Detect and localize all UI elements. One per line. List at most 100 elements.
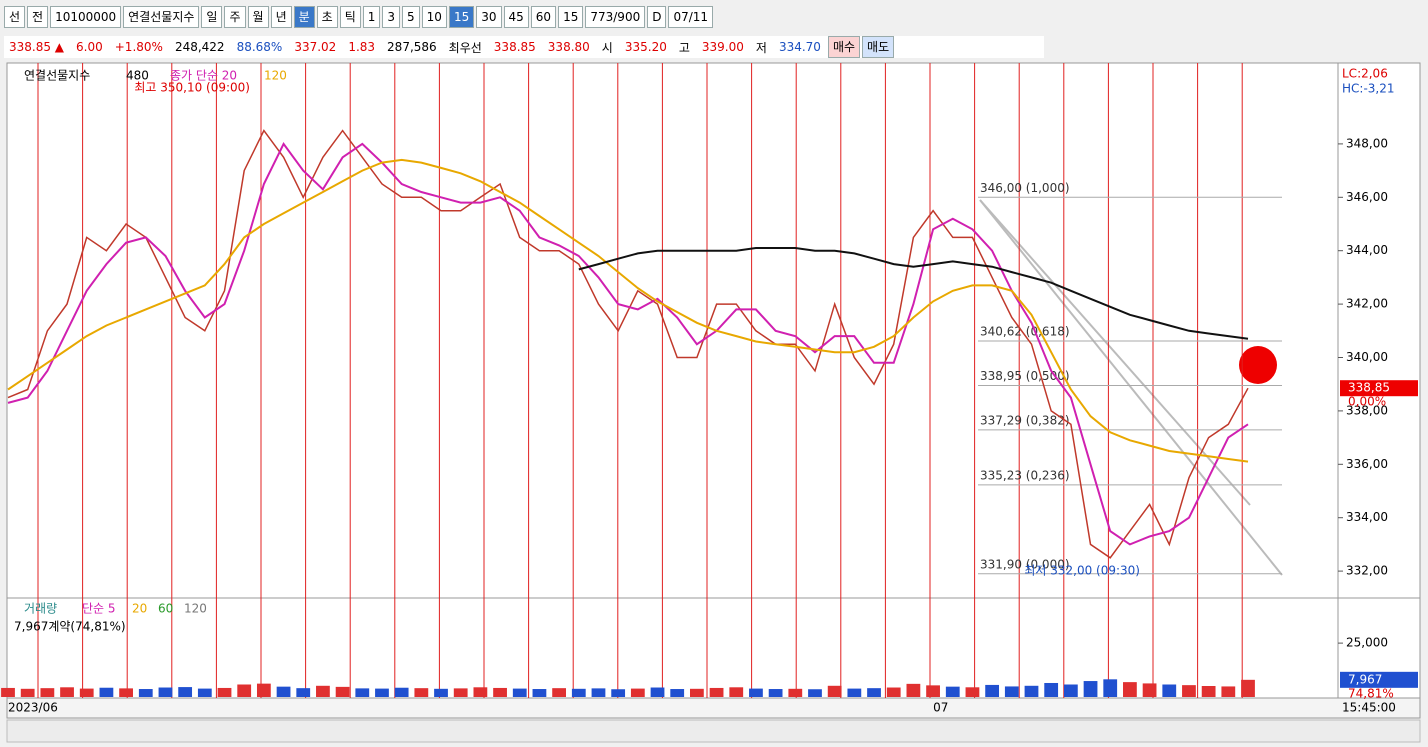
time-label: 15:45:00 [1342, 701, 1396, 715]
quote-field: 334.70 [778, 40, 821, 54]
max-label: 최고 350,10 (09:00) [134, 80, 250, 94]
legend-entry: 종가 단순 20 [170, 69, 237, 83]
quote-field: 88.68% [236, 40, 283, 54]
volume-bar [867, 688, 881, 697]
toolbar-button[interactable]: 15 [558, 6, 584, 28]
y-tick-label: 334,00 [1346, 510, 1388, 524]
volume-bar [729, 687, 744, 697]
corner-label: HC:-3,21 [1342, 82, 1395, 96]
volume-bar [926, 685, 940, 697]
volume-bar [788, 688, 803, 697]
toolbar-button[interactable]: 3 [382, 6, 401, 28]
quote-field: 시 [601, 40, 613, 55]
legend-entry: 120 [184, 602, 207, 616]
volume-bar [1162, 684, 1177, 697]
volume-bar [1063, 684, 1078, 697]
toolbar-button[interactable]: 15 [448, 6, 475, 28]
toolbar-button[interactable]: 연결선물지수 [123, 6, 200, 28]
quote-field: 248,422 [174, 40, 225, 54]
volume-bar [79, 688, 94, 697]
toolbar-button[interactable]: 10100000 [50, 6, 122, 28]
volume-bar [571, 688, 586, 697]
volume-bar [768, 689, 783, 697]
legend-entry: 120 [264, 69, 287, 83]
volume-bar [1182, 685, 1196, 697]
toolbar-button[interactable]: D [647, 6, 667, 28]
y-tick-label: 338,00 [1346, 403, 1388, 417]
toolbar-button[interactable]: 틱 [339, 6, 361, 28]
quote-field: 338.85 [493, 40, 536, 54]
y-tick-label: 340,00 [1346, 350, 1388, 364]
quote-field: +1.80% [114, 40, 163, 54]
toolbar-button[interactable]: 초 [316, 6, 338, 28]
quote-field: 고 [678, 40, 690, 55]
quote-field: 6.00 [76, 40, 103, 54]
legend-entry: 60 [158, 602, 173, 616]
volume-bar [985, 684, 1000, 697]
volume-bar [532, 689, 547, 697]
volume-bar [1201, 686, 1216, 697]
volume-bar [808, 689, 822, 697]
legend-entry: 480 [126, 69, 149, 83]
toolbar-button[interactable]: 30 [476, 6, 502, 28]
volume-bar [1083, 681, 1098, 697]
quote-field: 287,586 [387, 40, 437, 54]
toolbar-button[interactable]: 전 [27, 6, 49, 28]
volume-bar [1142, 683, 1157, 697]
toolbar-button[interactable]: 773/900 [585, 6, 646, 28]
volume-bar [1, 687, 15, 697]
legend-entry: 연결선물지수 [24, 69, 90, 83]
quote-field: 338.85 ▲ [9, 40, 65, 54]
volume-info: 7,967계약(74,81%) [14, 619, 126, 634]
toolbar-button[interactable]: 년 [270, 6, 292, 28]
volume-bar [453, 688, 468, 697]
volume-bar [237, 684, 252, 697]
volume-bar [296, 688, 311, 697]
toolbar-button[interactable]: 일 [201, 6, 223, 28]
volume-bar [827, 685, 842, 697]
buy-button[interactable]: 매수 [827, 36, 861, 58]
toolbar-button[interactable]: 1 [362, 6, 381, 28]
toolbar-button[interactable]: 60 [530, 6, 557, 28]
volume-bar [965, 687, 980, 697]
volume-bar [650, 687, 665, 697]
x-tick-label: 07 [933, 701, 948, 715]
volume-bar [394, 687, 409, 697]
legend-entry: 20 [132, 602, 147, 616]
volume-bar [473, 687, 488, 697]
toolbar-button[interactable]: 5 [402, 6, 420, 28]
toolbar-button[interactable]: 분 [293, 6, 315, 28]
volume-bar [945, 686, 960, 697]
volume-bar [591, 688, 606, 697]
volume-bar [670, 689, 685, 697]
volume-bar [138, 689, 153, 697]
fib-label: 338,95 (0,500) [980, 369, 1070, 383]
volume-bar [630, 688, 645, 697]
volume-bar [512, 688, 527, 697]
volume-bar [493, 687, 507, 697]
y-tick-label: 344,00 [1346, 243, 1388, 257]
toolbar-button[interactable]: 10 [421, 6, 447, 28]
corner-label: LC:2,06 [1342, 67, 1388, 81]
toolbar-button[interactable]: 주 [224, 6, 246, 28]
volume-bar [1123, 682, 1137, 697]
ma-line [7, 141, 1249, 546]
toolbar-button[interactable]: 선 [4, 6, 26, 28]
volume-bar [217, 687, 232, 697]
toolbar-button[interactable]: 45 [503, 6, 529, 28]
quote-field: 1.83 [348, 40, 376, 54]
fib-label: 346,00 (1,000) [980, 181, 1070, 195]
fib-label: 337,29 (0,382) [980, 413, 1070, 427]
sell-button[interactable]: 매도 [862, 36, 895, 58]
toolbar-button[interactable]: 월 [247, 6, 269, 28]
legend-entry: 단순 5 [82, 602, 116, 616]
volume-bar [611, 689, 626, 697]
volume-bar [690, 688, 704, 697]
y-tick-label: 332,00 [1346, 564, 1388, 578]
toolbar-button[interactable]: 07/11 [668, 6, 714, 28]
volume-bar [375, 688, 389, 697]
ma-line [578, 247, 1249, 340]
quote-bar: 338.85 ▲ 6.00 +1.80% 248,422 88.68% 337.02 1.8… [4, 36, 1044, 58]
current-volume-box [1340, 671, 1418, 688]
